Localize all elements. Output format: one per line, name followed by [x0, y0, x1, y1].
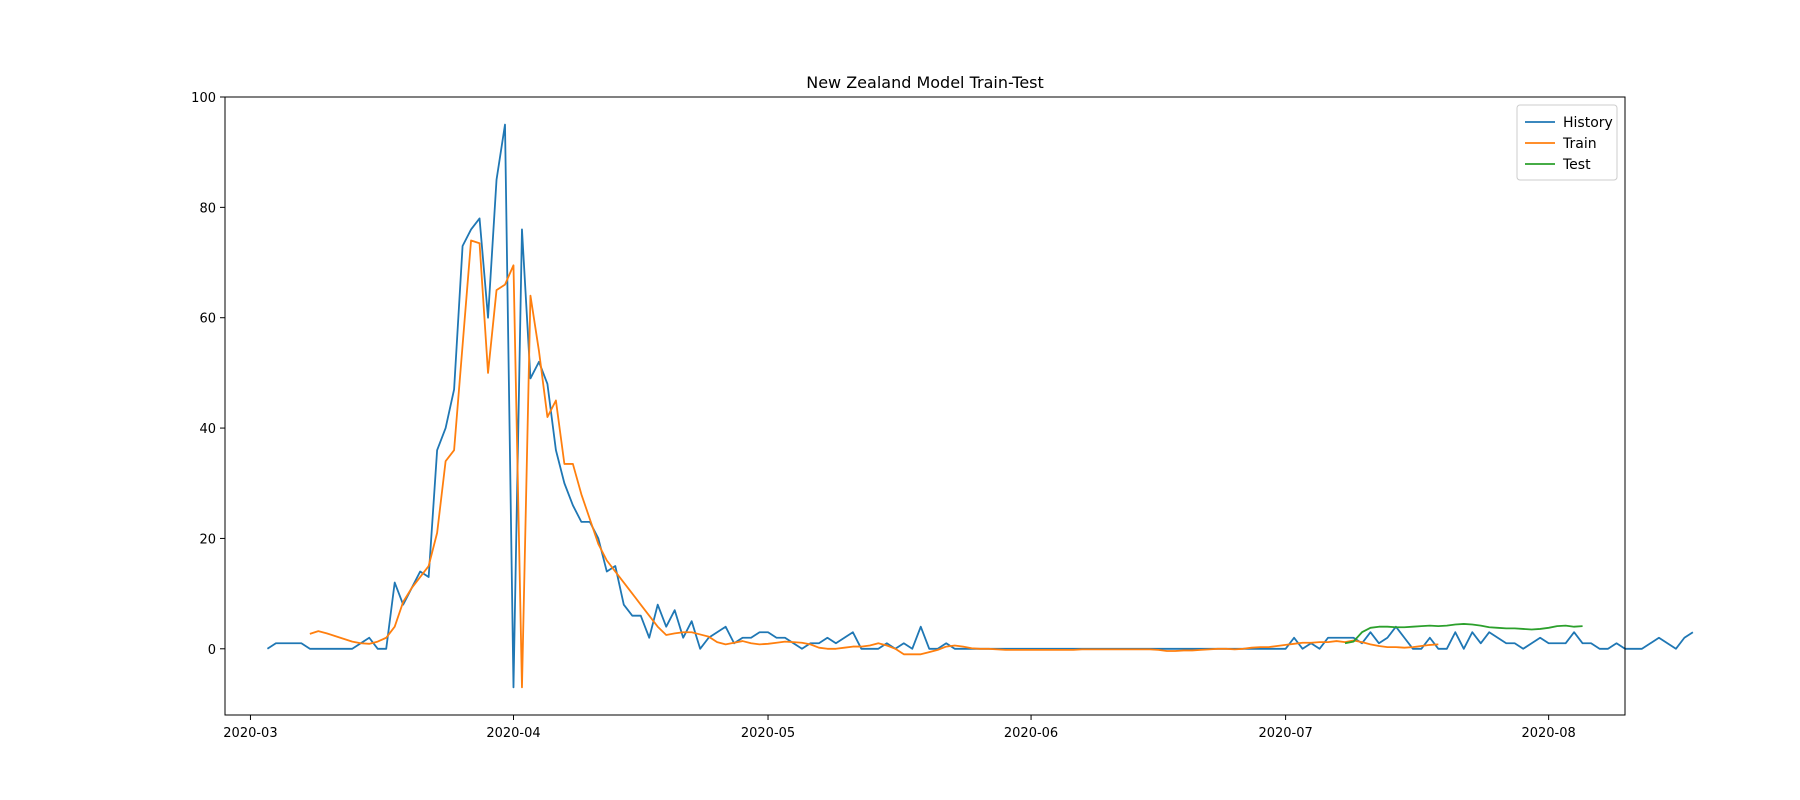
legend-item-history: History: [1525, 115, 1613, 131]
y-tick-label: 80: [199, 201, 216, 216]
plot-frame: [224, 96, 1626, 716]
legend: History Train Test: [1516, 104, 1618, 181]
y-tick-label: 20: [199, 532, 216, 547]
legend-item-test: Test: [1525, 157, 1591, 173]
legend-box: [1516, 104, 1618, 181]
series-layer: [266, 123, 1694, 689]
x-axis: 2020-03 2020-04 2020-05 2020-06 2020-07 2020-…: [223, 715, 1576, 741]
y-axis: 0 20 40 60 80 100: [191, 91, 225, 658]
y-tick-label: 60: [199, 312, 216, 327]
x-tick-label: 2020-06: [1004, 726, 1058, 741]
y-tick-label: 40: [199, 422, 216, 437]
chart-title: New Zealand Model Train-Test: [806, 73, 1044, 92]
y-tick-label: 100: [191, 91, 216, 106]
legend-label: Train: [1562, 136, 1597, 152]
y-tick-label: 0: [208, 643, 216, 658]
x-tick-label: 2020-05: [741, 726, 795, 741]
x-tick-label: 2020-04: [486, 726, 540, 741]
series-line-train: [309, 239, 1439, 689]
x-tick-label: 2020-07: [1258, 726, 1312, 741]
legend-label: History: [1563, 115, 1613, 131]
legend-item-train: Train: [1525, 136, 1597, 152]
x-tick-label: 2020-08: [1521, 726, 1575, 741]
series-line-test: [1344, 623, 1583, 645]
x-tick-label: 2020-03: [223, 726, 277, 741]
legend-label: Test: [1562, 157, 1591, 173]
